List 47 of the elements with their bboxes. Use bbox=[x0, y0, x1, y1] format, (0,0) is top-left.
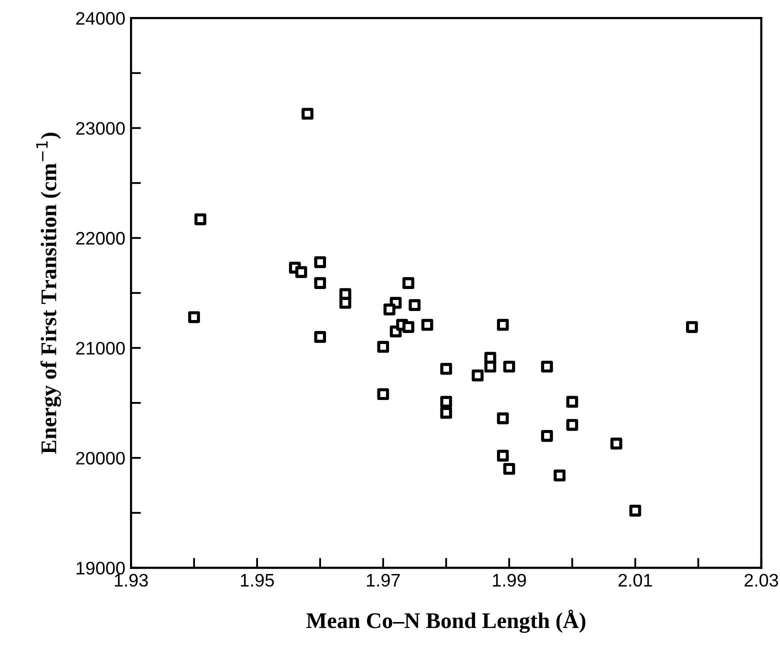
y-tick-label: 19000 bbox=[76, 562, 125, 575]
point bbox=[629, 504, 642, 517]
point bbox=[377, 340, 390, 353]
point bbox=[496, 412, 509, 424]
point bbox=[314, 256, 326, 268]
point bbox=[496, 450, 509, 462]
point bbox=[377, 388, 390, 400]
point bbox=[295, 266, 308, 278]
point bbox=[496, 318, 509, 331]
y-tick-label: 24000 bbox=[76, 12, 125, 25]
point bbox=[339, 296, 352, 309]
point bbox=[440, 362, 452, 375]
point bbox=[686, 321, 698, 333]
x-tick-label: 1.99 bbox=[492, 574, 526, 587]
point bbox=[566, 418, 578, 431]
point bbox=[541, 360, 553, 373]
point bbox=[194, 213, 206, 226]
y-tick-label: 22000 bbox=[76, 232, 125, 245]
point bbox=[402, 277, 414, 289]
point bbox=[384, 304, 396, 316]
point bbox=[541, 430, 553, 442]
x-axis-title: Mean Co–N Bond Length (Å) bbox=[306, 610, 586, 633]
x-tick-label: 2.03 bbox=[744, 574, 778, 587]
y-tick-label: 21000 bbox=[76, 342, 125, 355]
y-tick-label: 23000 bbox=[76, 122, 125, 135]
point bbox=[566, 396, 578, 408]
y-axis-title: Energy of First Transition (cm$^{−1}$) bbox=[36, 132, 62, 454]
point bbox=[421, 318, 434, 331]
point bbox=[503, 360, 516, 373]
point bbox=[440, 406, 452, 419]
x-tick-label: 1.93 bbox=[114, 574, 148, 587]
point bbox=[408, 299, 421, 311]
point bbox=[554, 470, 566, 482]
x-tick-label: 1.97 bbox=[366, 574, 400, 587]
point bbox=[314, 331, 326, 343]
point bbox=[440, 396, 452, 408]
point bbox=[484, 360, 496, 373]
point bbox=[472, 370, 484, 382]
x-tick-label: 1.95 bbox=[240, 574, 274, 587]
point bbox=[610, 438, 622, 450]
x-tick-label: 2.01 bbox=[618, 574, 652, 587]
y-tick-label: 20000 bbox=[76, 452, 125, 465]
point bbox=[302, 108, 314, 120]
point bbox=[402, 321, 414, 333]
point bbox=[503, 462, 516, 475]
point bbox=[314, 277, 326, 289]
point bbox=[188, 311, 200, 324]
